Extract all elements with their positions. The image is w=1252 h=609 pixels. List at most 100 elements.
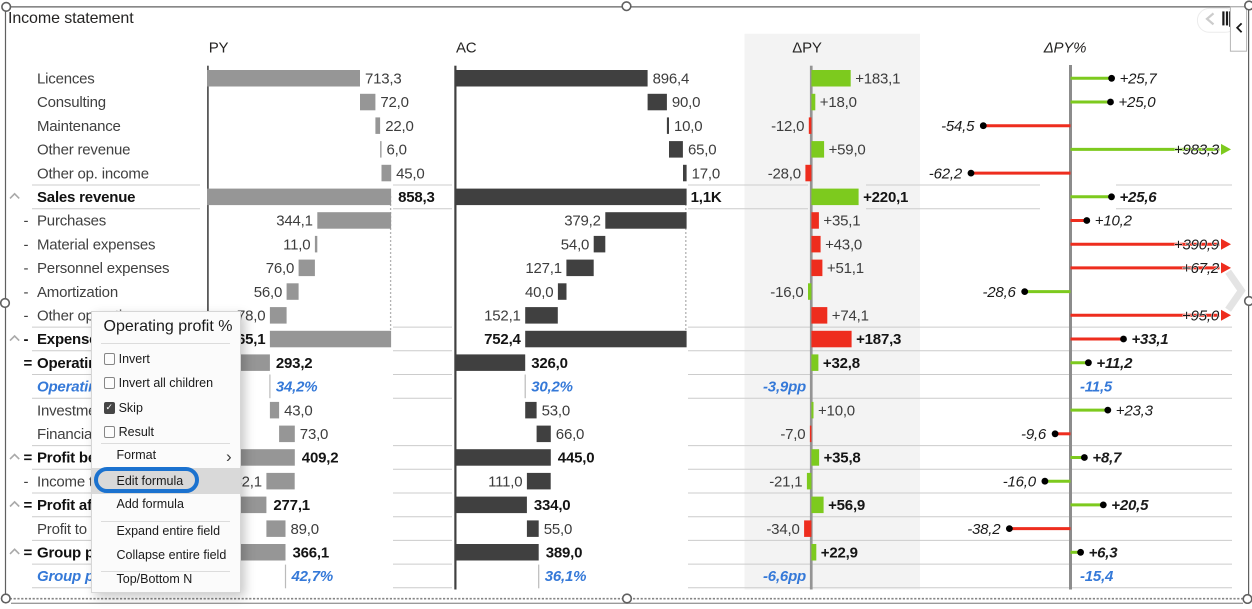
- svg-text:389,0: 389,0: [546, 545, 583, 562]
- svg-text:-16,0: -16,0: [1003, 473, 1037, 490]
- svg-text:34,2%: 34,2%: [276, 379, 318, 396]
- svg-text:Material expenses: Material expenses: [37, 236, 155, 253]
- svg-text:-: -: [24, 308, 29, 325]
- svg-text:+6,3: +6,3: [1089, 545, 1119, 562]
- svg-text:-: -: [24, 213, 29, 230]
- svg-text:-62,2: -62,2: [929, 165, 963, 182]
- svg-text:+10,2: +10,2: [1095, 213, 1133, 230]
- svg-text:66,0: 66,0: [556, 426, 584, 443]
- svg-text:73,0: 73,0: [300, 426, 328, 443]
- svg-text:-28,6: -28,6: [982, 284, 1016, 301]
- svg-text:+67,2: +67,2: [1182, 260, 1220, 277]
- svg-text:PY: PY: [209, 40, 229, 57]
- svg-text:+32,8: +32,8: [823, 355, 860, 372]
- svg-text:22,0: 22,0: [385, 118, 413, 135]
- svg-text:-7,0: -7,0: [780, 426, 805, 443]
- svg-text:76,0: 76,0: [266, 260, 294, 277]
- svg-text:=: =: [24, 355, 33, 372]
- svg-text:-: -: [24, 284, 29, 301]
- svg-text:45,0: 45,0: [396, 165, 424, 182]
- svg-text:+35,1: +35,1: [823, 213, 860, 230]
- svg-text:40,0: 40,0: [525, 284, 553, 301]
- svg-text:+183,1: +183,1: [855, 71, 900, 88]
- svg-text:55,0: 55,0: [544, 521, 572, 538]
- svg-text:=: =: [24, 450, 33, 467]
- svg-text:+10,0: +10,0: [818, 402, 855, 419]
- svg-text:Consulting: Consulting: [37, 94, 106, 111]
- svg-text:111,0: 111,0: [488, 473, 522, 490]
- svg-text:10,0: 10,0: [674, 118, 702, 135]
- svg-text:ΔPY%: ΔPY%: [1043, 40, 1087, 57]
- svg-text:+33,1: +33,1: [1132, 331, 1169, 348]
- svg-text:+25,6: +25,6: [1120, 189, 1158, 206]
- svg-text:+11,2: +11,2: [1096, 355, 1133, 372]
- svg-text:-28,0: -28,0: [768, 165, 801, 182]
- svg-text:858,3: 858,3: [398, 189, 435, 206]
- svg-text:Expenses: Expenses: [37, 331, 105, 348]
- svg-text:ΔPY: ΔPY: [792, 40, 822, 57]
- svg-text:72,0: 72,0: [380, 94, 408, 111]
- svg-text:379,2: 379,2: [564, 213, 601, 230]
- svg-text:366,1: 366,1: [293, 545, 330, 562]
- svg-text:+8,7: +8,7: [1092, 450, 1122, 467]
- svg-text:+20,5: +20,5: [1111, 497, 1149, 514]
- svg-text:152,1: 152,1: [484, 308, 521, 325]
- svg-text:752,4: 752,4: [484, 331, 521, 348]
- svg-text:-: -: [24, 331, 29, 348]
- svg-text:+220,1: +220,1: [863, 189, 908, 206]
- svg-text:445,0: 445,0: [558, 450, 595, 467]
- svg-text:54,0: 54,0: [561, 236, 589, 253]
- svg-text:334,0: 334,0: [534, 497, 571, 514]
- svg-text:-38,2: -38,2: [967, 521, 1001, 538]
- svg-text:-6,6pp: -6,6pp: [763, 568, 806, 585]
- svg-text:6,0: 6,0: [387, 142, 407, 159]
- svg-text:=: =: [24, 497, 33, 514]
- svg-text:Amortization: Amortization: [37, 284, 118, 301]
- svg-text:+43,0: +43,0: [825, 236, 862, 253]
- svg-text:42,7%: 42,7%: [291, 568, 334, 585]
- svg-text:+23,3: +23,3: [1116, 402, 1154, 419]
- svg-text:277,1: 277,1: [273, 497, 310, 514]
- svg-text:56,0: 56,0: [254, 284, 282, 301]
- svg-text:+74,1: +74,1: [832, 308, 869, 325]
- svg-text:+51,1: +51,1: [827, 260, 864, 277]
- svg-text:1,1K: 1,1K: [691, 189, 722, 206]
- svg-text:-16,0: -16,0: [770, 284, 803, 301]
- svg-text:Licences: Licences: [37, 71, 95, 88]
- svg-text:-: -: [24, 473, 29, 490]
- svg-text:90,0: 90,0: [672, 94, 700, 111]
- svg-text:+390,9: +390,9: [1174, 236, 1220, 253]
- svg-text:+56,9: +56,9: [828, 497, 865, 514]
- svg-text:=: =: [24, 545, 33, 562]
- svg-text:-: -: [24, 260, 29, 277]
- svg-text:Personnel expenses: Personnel expenses: [37, 260, 169, 277]
- svg-text:+18,0: +18,0: [820, 94, 857, 111]
- svg-text:Other op. income: Other op. income: [37, 165, 149, 182]
- svg-text:-15,4: -15,4: [1080, 568, 1114, 585]
- svg-text:-3,9pp: -3,9pp: [763, 379, 806, 396]
- svg-text:+983,3: +983,3: [1174, 142, 1220, 159]
- svg-text:78,0: 78,0: [237, 308, 265, 325]
- svg-text:53,0: 53,0: [542, 402, 570, 419]
- svg-text:-34,0: -34,0: [766, 521, 799, 538]
- svg-text:-12,0: -12,0: [771, 118, 804, 135]
- svg-text:713,3: 713,3: [365, 71, 402, 88]
- svg-text:+59,0: +59,0: [829, 142, 866, 159]
- svg-text:65,0: 65,0: [688, 142, 716, 159]
- svg-text:17,0: 17,0: [692, 165, 720, 182]
- svg-text:Other revenue: Other revenue: [37, 142, 130, 159]
- svg-text:-: -: [24, 236, 29, 253]
- svg-text:Sales revenue: Sales revenue: [37, 189, 135, 206]
- svg-text:43,0: 43,0: [284, 402, 312, 419]
- svg-text:896,4: 896,4: [653, 71, 690, 88]
- svg-text:+35,8: +35,8: [824, 450, 861, 467]
- svg-text:409,2: 409,2: [302, 450, 339, 467]
- svg-text:+25,7: +25,7: [1120, 71, 1158, 88]
- svg-text:293,2: 293,2: [276, 355, 313, 372]
- svg-text:-21,1: -21,1: [769, 473, 802, 490]
- svg-text:+22,9: +22,9: [821, 545, 858, 562]
- svg-text:+187,3: +187,3: [856, 331, 901, 348]
- svg-text:-54,5: -54,5: [941, 118, 975, 135]
- svg-text:Purchases: Purchases: [37, 213, 106, 230]
- svg-text:127,1: 127,1: [525, 260, 562, 277]
